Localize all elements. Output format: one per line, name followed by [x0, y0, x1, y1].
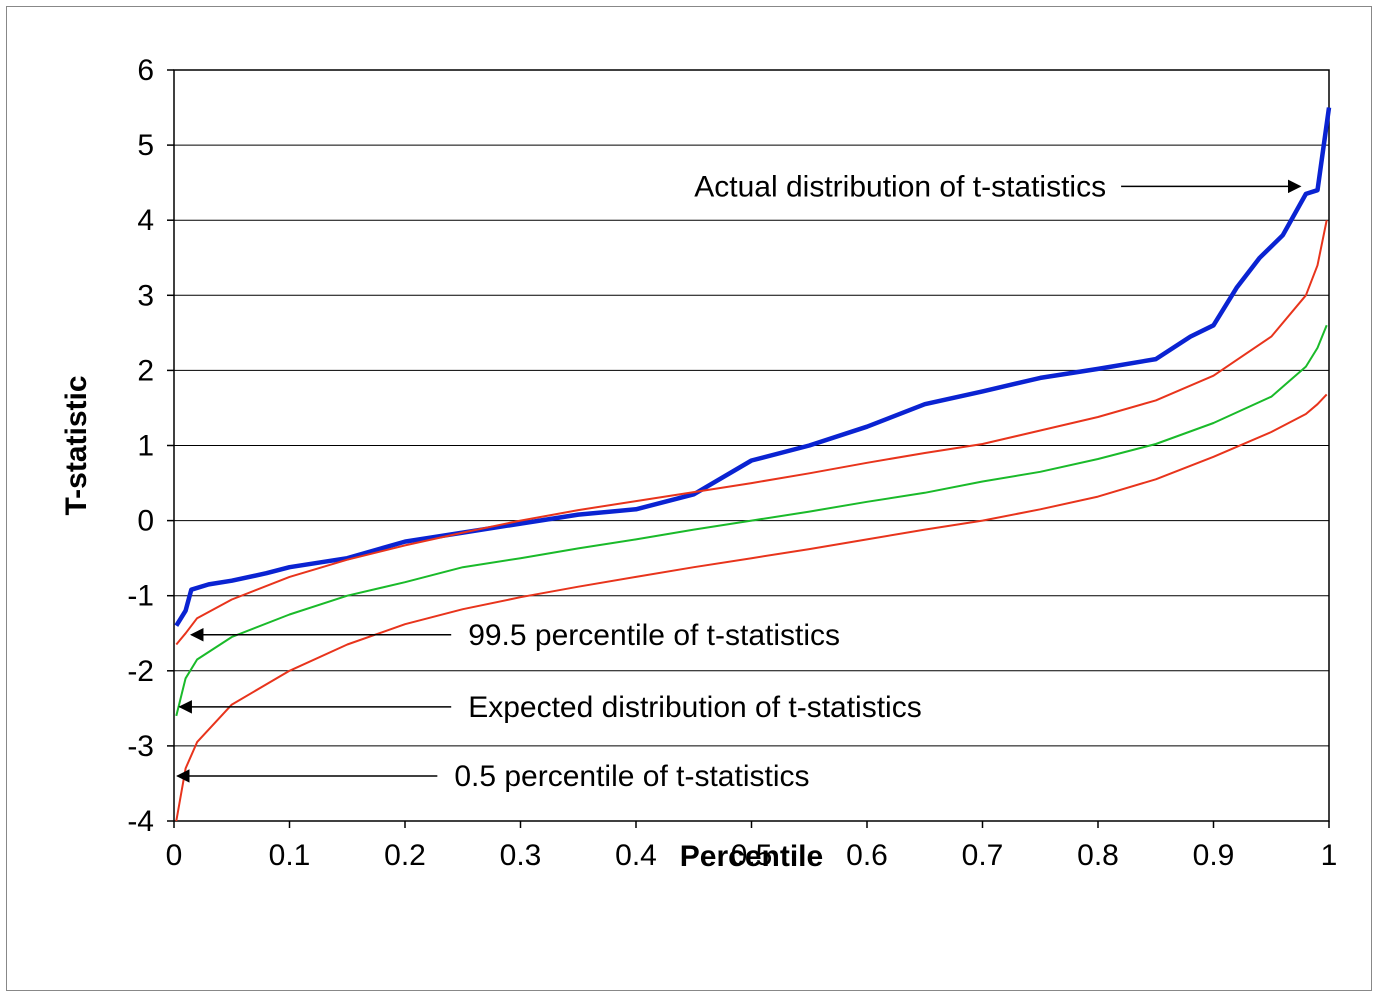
y-tick-label: -3: [127, 730, 154, 763]
x-tick-label: 0.5: [731, 839, 773, 872]
x-tick-label: 0.8: [1077, 839, 1119, 872]
y-tick-label: 5: [137, 129, 154, 162]
y-axis-title: T-statistic: [60, 375, 93, 515]
x-tick-label: 0.6: [846, 839, 888, 872]
x-tick-label: 0.3: [500, 839, 542, 872]
y-tick-label: -1: [127, 580, 154, 613]
y-axis-ticks: 6 5 4 3 2 1 0 -1 -2 -3 -4: [127, 54, 174, 838]
series-group: [174, 107, 1332, 822]
annotation-label: Expected distribution of t-statistics: [468, 691, 922, 724]
x-axis-title: Percentile: [680, 840, 823, 873]
annotations: Actual distribution of t-statistics 99.5 …: [176, 170, 1302, 793]
y-tick-label: -4: [127, 805, 154, 838]
chart-frame: [6, 6, 1372, 991]
x-tick-label: 0.9: [1193, 839, 1235, 872]
y-tick-label: 3: [137, 279, 154, 312]
x-tick-label: 0.7: [962, 839, 1004, 872]
y-tick-label: 2: [137, 354, 154, 387]
y-tick-label: 1: [137, 430, 154, 463]
x-tick-label: 0.4: [615, 839, 657, 872]
annotation-label: Actual distribution of t-statistics: [694, 170, 1106, 203]
series-line-3: [175, 324, 1328, 717]
x-tick-label: 0.2: [384, 839, 426, 872]
series-line-4: [175, 393, 1328, 822]
y-tick-label: 6: [137, 54, 154, 87]
series-line-1: [174, 107, 1332, 627]
x-tick-label: 0.1: [269, 839, 311, 872]
y-tick-label: 0: [137, 505, 154, 538]
x-tick-label: 0: [166, 839, 183, 872]
annotation-label: 0.5 percentile of t-statistics: [454, 760, 809, 793]
y-tick-label: -2: [127, 655, 154, 688]
x-tick-label: 1: [1321, 839, 1338, 872]
annotation-label: 99.5 percentile of t-statistics: [468, 619, 840, 652]
y-tick-label: 4: [137, 204, 154, 237]
x-axis-ticks: 0 0.1 0.2 0.3 0.4 0.5 0.6 0.7 0.8 0.9 1: [166, 821, 1338, 872]
series-line-2: [175, 220, 1328, 646]
